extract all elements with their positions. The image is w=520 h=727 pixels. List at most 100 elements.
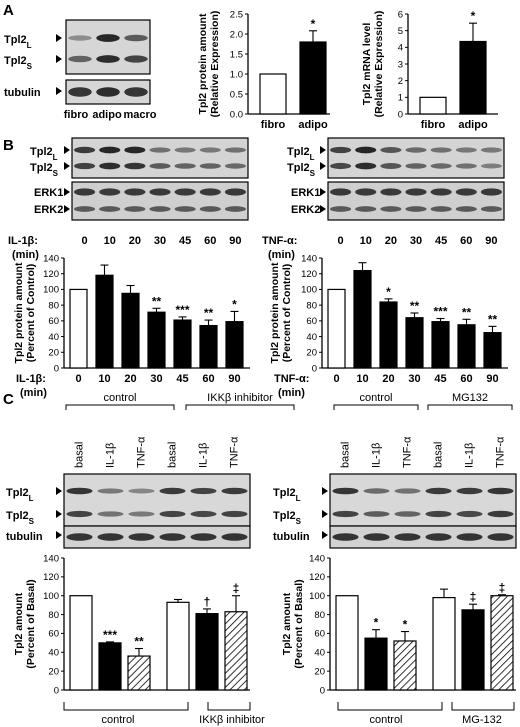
blot-band (363, 488, 390, 494)
y-tick-label: 140 (309, 553, 325, 564)
y-tick-label: 100 (43, 591, 59, 602)
blot-band (455, 206, 477, 212)
bar (121, 292, 140, 369)
blot-band (480, 163, 502, 169)
blot-band (363, 533, 390, 541)
y-tick-label: 120 (43, 572, 59, 583)
blot-band (124, 206, 146, 212)
blot-band (456, 487, 483, 495)
blot-band (405, 188, 427, 196)
significance-mark: * (471, 9, 476, 23)
blot-band (99, 188, 121, 196)
blot-band (99, 162, 121, 170)
blot-band (124, 188, 146, 196)
blot-band (68, 35, 92, 41)
y-tick-label: 2.5 (230, 9, 243, 20)
blot-band (99, 206, 121, 212)
blot-band (330, 188, 352, 196)
significance-mark: ** (462, 305, 472, 319)
y-tick-label: 40 (314, 648, 325, 659)
blot-band (149, 163, 171, 169)
category-label: 10 (98, 373, 110, 385)
significance-mark: *** (175, 303, 189, 317)
time-label: 20 (129, 235, 141, 247)
y-axis-title: Tpl2 amount (281, 592, 293, 655)
lane-label: TNF-α (136, 436, 148, 468)
bar (364, 637, 388, 691)
blot-band (355, 162, 377, 170)
lane-label: basal (74, 442, 86, 468)
blot-band (174, 147, 196, 153)
blot-band (68, 55, 92, 63)
blot-band (190, 487, 217, 495)
y-axis-title: Tpl2 mRNA level (361, 23, 373, 106)
significance-mark: ‡ (499, 581, 506, 595)
blot-band (487, 487, 514, 495)
y-tick-label: 60 (48, 629, 59, 640)
time-label: 30 (154, 235, 166, 247)
erk1-label-b1: ERK1 (34, 187, 63, 199)
blot-band (455, 163, 477, 169)
significance-mark: ** (488, 312, 498, 326)
significance-mark: ‡ (470, 590, 477, 604)
y-axis-title: (Percent of Basal) (293, 579, 305, 668)
blot-band (456, 510, 483, 518)
lane-macro: macro (123, 109, 156, 121)
y-tick-label: 40 (306, 332, 317, 343)
y-tick-label: 60 (306, 316, 317, 327)
category-label: 90 (486, 373, 498, 385)
y-tick-label: 140 (43, 553, 59, 564)
lane-label: basal (433, 442, 445, 468)
blot-band (405, 206, 427, 212)
blot-band (96, 87, 120, 97)
significance-mark: * (386, 285, 391, 299)
significance-mark: ** (152, 294, 162, 308)
blot-band (224, 147, 246, 153)
y-tick-label: 4 (398, 43, 403, 54)
blot-band (66, 510, 93, 518)
y-axis-title: (Percent of Control) (281, 264, 293, 363)
y-axis-title: Tpl2 protein amount (13, 262, 25, 363)
y-tick-label: 2.0 (230, 29, 243, 40)
il1b-label: IL-1β: (8, 235, 38, 247)
significance-mark: † (204, 595, 211, 609)
lane-label: IL-1β (105, 443, 117, 468)
tpl2-short-label: Tpl2S (4, 55, 33, 71)
tpl2-short-label-c1: Tpl2S (6, 510, 35, 526)
blot-band (430, 147, 452, 153)
blot-band (455, 188, 477, 196)
tpl2-long-label: Tpl2L (4, 34, 32, 50)
group-control-top-right: control (359, 392, 392, 404)
x-axis-unit: (min) (20, 387, 47, 399)
time-label: 60 (204, 235, 216, 247)
x-axis-title: IL-1β: (16, 373, 46, 385)
category-label: fibro (421, 119, 446, 131)
bar (69, 288, 88, 369)
category-label: 30 (408, 373, 420, 385)
blot-band (128, 511, 155, 517)
erk1-label-b2: ERK1 (291, 187, 320, 199)
blot-band (394, 488, 421, 494)
erk2-label-b1: ERK2 (34, 204, 63, 216)
y-tick-label: 1 (398, 93, 403, 104)
y-tick-label: 140 (43, 253, 59, 264)
category-label: 0 (75, 373, 81, 385)
significance-mark: * (403, 618, 408, 632)
blot-band (149, 188, 171, 196)
blot-band (332, 510, 359, 518)
blot-band (456, 533, 483, 541)
bar (224, 611, 248, 691)
blot-band (128, 533, 155, 541)
bar (98, 642, 122, 691)
group-mg132-bottom: MG-132 (462, 714, 502, 726)
tubulin-label: tubulin (4, 87, 41, 99)
blot-band (487, 510, 514, 518)
bar (199, 324, 218, 369)
blot-band (190, 533, 217, 541)
y-tick-label: 80 (48, 610, 59, 621)
blot-band (174, 206, 196, 212)
bar (335, 595, 359, 691)
y-tick-label: 80 (48, 300, 59, 311)
